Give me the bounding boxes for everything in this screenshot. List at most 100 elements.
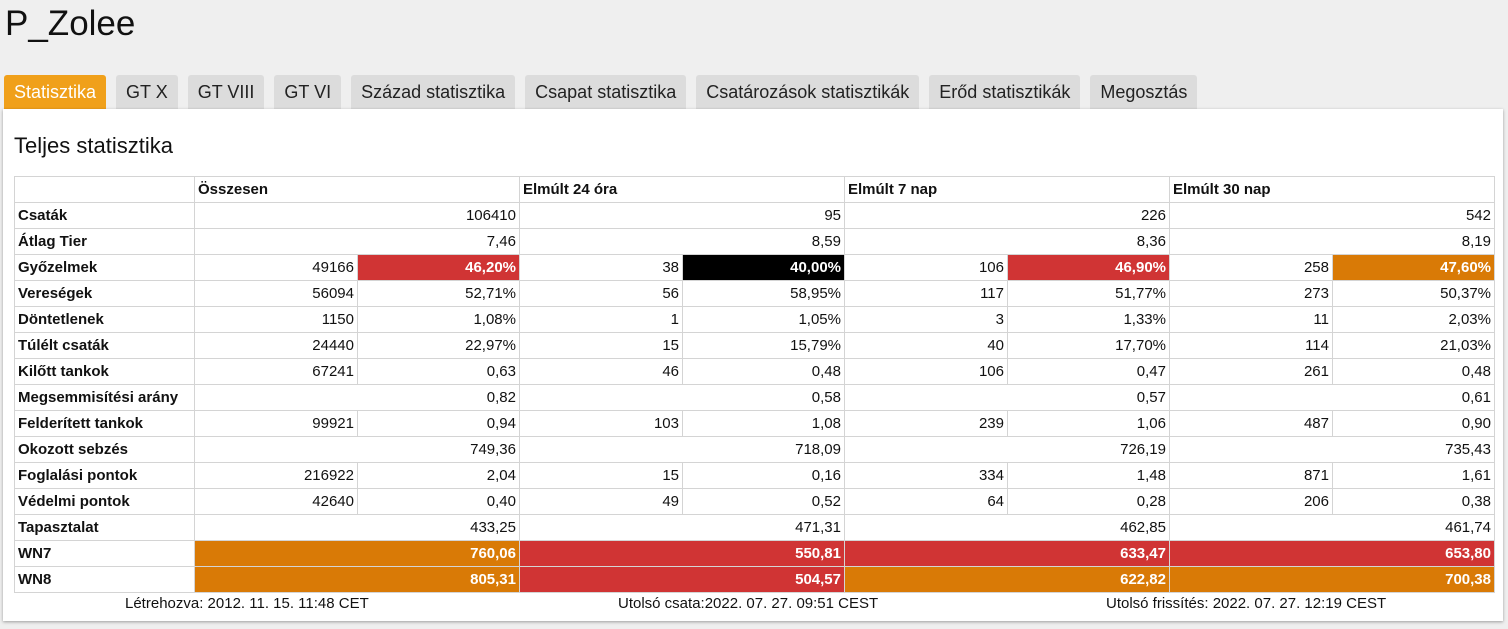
stat-count: 38 [519, 254, 683, 281]
stat-value: 8,36 [844, 228, 1170, 255]
table-row: Vereségek 56094 52,71% 56 58,95% 117 51,77% 273… [14, 280, 1495, 307]
stat-ratio: 21,03% [1332, 332, 1495, 359]
table-row: Okozott sebzés 749,36 718,09 726,19 735,43 [14, 436, 1495, 463]
stat-ratio: 50,37% [1332, 280, 1495, 307]
stat-value: 471,31 [519, 514, 845, 541]
tab-7[interactable]: Erőd statisztikák [929, 75, 1081, 109]
tab-8[interactable]: Megosztás [1090, 75, 1198, 109]
row-label: Kilőtt tankok [14, 358, 195, 385]
tab-6[interactable]: Csatározások statisztikák [696, 75, 920, 109]
row-label: Megsemmisítési arány [14, 384, 195, 411]
stat-ratio: 47,60% [1332, 254, 1495, 281]
row-label: Felderített tankok [14, 410, 195, 437]
stat-value: 0,58 [519, 384, 845, 411]
column-header: Elmúlt 7 nap [844, 176, 1170, 203]
stat-count: 871 [1169, 462, 1333, 489]
row-label: Foglalási pontok [14, 462, 195, 489]
table-row: Döntetlenek 1150 1,08% 1 1,05% 3 1,33% 11 2,03% [14, 306, 1495, 333]
stat-count: 206 [1169, 488, 1333, 515]
created-date: Létrehozva: 2012. 11. 15. 11:48 CET [125, 595, 369, 612]
tab-0[interactable]: Statisztika [4, 75, 107, 109]
stat-value: 106410 [194, 202, 520, 229]
table-row: WN7 760,06 550,81 633,47 653,80 [14, 540, 1495, 567]
stat-count: 487 [1169, 410, 1333, 437]
stat-ratio: 1,61 [1332, 462, 1495, 489]
stat-count: 56094 [194, 280, 358, 307]
stat-count: 117 [844, 280, 1008, 307]
table-row: Felderített tankok 99921 0,94 103 1,08 239 1,0… [14, 410, 1495, 437]
stat-ratio: 22,97% [357, 332, 520, 359]
column-header: Elmúlt 24 óra [519, 176, 845, 203]
table-row: Megsemmisítési arány 0,82 0,58 0,57 0,61 [14, 384, 1495, 411]
stat-ratio: 1,33% [1007, 306, 1170, 333]
stat-value: 622,82 [844, 566, 1170, 593]
table-row: Túlélt csaták 24440 22,97% 15 15,79% 40 17,70%… [14, 332, 1495, 359]
tab-2[interactable]: GT VIII [187, 75, 265, 109]
stat-value: 805,31 [194, 566, 520, 593]
stat-count: 56 [519, 280, 683, 307]
stat-ratio: 2,03% [1332, 306, 1495, 333]
stat-value: 7,46 [194, 228, 520, 255]
tab-4[interactable]: Század statisztika [351, 75, 516, 109]
stat-ratio: 0,16 [682, 462, 845, 489]
table-row: Átlag Tier 7,46 8,59 8,36 8,19 [14, 228, 1495, 255]
stat-count: 64 [844, 488, 1008, 515]
tab-5[interactable]: Csapat statisztika [525, 75, 687, 109]
stat-count: 15 [519, 462, 683, 489]
stat-count: 15 [519, 332, 683, 359]
row-label: Tapasztalat [14, 514, 195, 541]
header-corner-cell [14, 176, 195, 203]
stat-count: 67241 [194, 358, 358, 385]
stat-ratio: 1,08% [357, 306, 520, 333]
row-label: Döntetlenek [14, 306, 195, 333]
stat-value: 0,57 [844, 384, 1170, 411]
table-row: Kilőtt tankok 67241 0,63 46 0,48 106 0,47 261 0,… [14, 358, 1495, 385]
row-label: Okozott sebzés [14, 436, 195, 463]
stat-value: 735,43 [1169, 436, 1495, 463]
stat-value: 461,74 [1169, 514, 1495, 541]
stat-ratio: 1,05% [682, 306, 845, 333]
stat-count: 42640 [194, 488, 358, 515]
stat-count: 114 [1169, 332, 1333, 359]
stat-ratio: 2,04 [357, 462, 520, 489]
stat-value: 653,80 [1169, 540, 1495, 567]
last-update-date: Utolsó frissítés: 2022. 07. 27. 12:19 CE… [1106, 595, 1387, 612]
stat-ratio: 40,00% [682, 254, 845, 281]
stat-value: 462,85 [844, 514, 1170, 541]
stat-ratio: 15,79% [682, 332, 845, 359]
stat-ratio: 0,94 [357, 410, 520, 437]
column-header: Elmúlt 30 nap [1169, 176, 1495, 203]
stat-value: 0,61 [1169, 384, 1495, 411]
stat-count: 334 [844, 462, 1008, 489]
last-battle-date: Utolsó csata:2022. 07. 27. 09:51 CEST [618, 595, 879, 612]
stat-value: 550,81 [519, 540, 845, 567]
tab-bar: Statisztika GT X GT VIII GT VI Század statis… [4, 75, 1198, 109]
tab-1[interactable]: GT X [116, 75, 178, 109]
stat-value: 700,38 [1169, 566, 1495, 593]
stat-value: 760,06 [194, 540, 520, 567]
stat-ratio: 0,90 [1332, 410, 1495, 437]
stat-ratio: 17,70% [1007, 332, 1170, 359]
table-row: Tapasztalat 433,25 471,31 462,85 461,74 [14, 514, 1495, 541]
stat-value: 504,57 [519, 566, 845, 593]
table-row: Győzelmek 49166 46,20% 38 40,00% 106 46,90% 258… [14, 254, 1495, 281]
stat-count: 1150 [194, 306, 358, 333]
stat-ratio: 52,71% [357, 280, 520, 307]
tab-3[interactable]: GT VI [274, 75, 342, 109]
section-title: Teljes statisztika [14, 133, 173, 158]
stat-count: 239 [844, 410, 1008, 437]
stat-count: 1 [519, 306, 683, 333]
stat-count: 11 [1169, 306, 1333, 333]
stat-count: 46 [519, 358, 683, 385]
stat-ratio: 58,95% [682, 280, 845, 307]
stat-value: 433,25 [194, 514, 520, 541]
stat-ratio: 1,08 [682, 410, 845, 437]
stat-value: 726,19 [844, 436, 1170, 463]
table-row: WN8 805,31 504,57 622,82 700,38 [14, 566, 1495, 593]
stat-ratio: 46,90% [1007, 254, 1170, 281]
stat-value: 8,19 [1169, 228, 1495, 255]
stat-count: 3 [844, 306, 1008, 333]
stat-value: 542 [1169, 202, 1495, 229]
row-label: Vereségek [14, 280, 195, 307]
stat-count: 49 [519, 488, 683, 515]
